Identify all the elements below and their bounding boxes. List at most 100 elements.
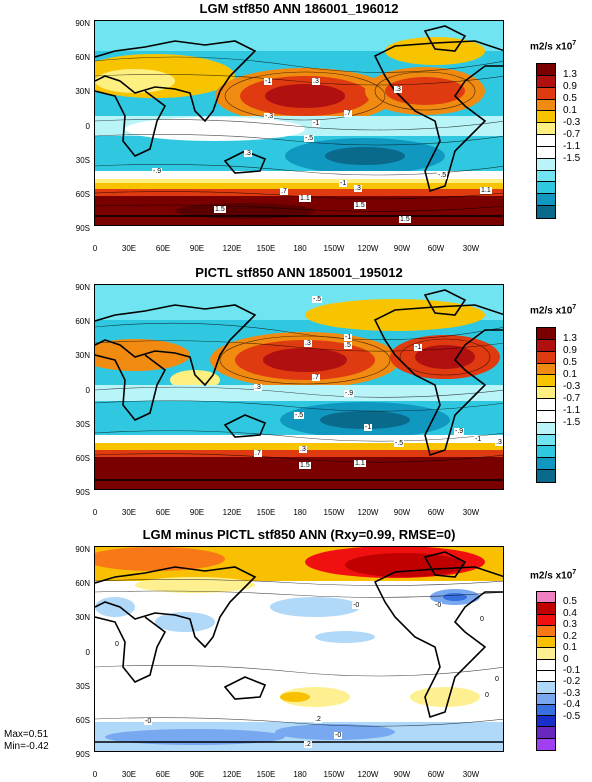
contour-label: 1.1 [299,195,311,202]
lat-label: 90N [75,545,90,554]
lat-label: 0 [85,386,90,395]
lon-label: 150W [323,770,345,779]
colorbar-label: -1.1 [563,405,581,416]
colorbar-label: -0.4 [563,699,581,711]
lon-label: 120E [222,770,242,779]
lon-label: 90E [189,508,205,517]
colorbar-box [537,351,555,364]
contour-label: -1 [474,436,483,443]
lon-label: 60E [155,244,171,253]
colorbar-label: 0.2 [563,630,577,642]
colorbar-label: -0.1 [563,665,581,676]
panel-title: LGM stf850 ANN 186001_196012 [199,1,399,16]
colorbar-box [537,470,555,482]
contour-label: .7 [254,450,262,457]
colorbar-label: 0.5 [563,596,577,608]
colorbar-label: 0.5 [563,357,577,368]
panel-title: PICTL stf850 ANN 185001_195012 [195,265,403,280]
contour-label: .5 [344,342,352,349]
lon-label: 120W [357,244,379,253]
colorbar-box [537,738,555,750]
contour-label: .3 [299,446,307,453]
contour-label: 1.1 [480,187,492,194]
contour-label: -.5 [312,296,323,303]
colorbar-box [537,648,555,660]
contour-label: 1.5 [399,216,411,223]
lat-label: 30N [75,87,90,96]
lat-label: 30N [75,351,90,360]
colorbar-label: -0.2 [563,676,581,688]
lon-label: 0 [92,770,98,779]
colorbar-box [537,670,555,683]
colorbar-label: 1.3 [563,69,577,80]
contour-label: .2 [304,741,312,748]
colorbar-label: 0.1 [563,642,577,654]
colorbar-box [537,614,555,626]
lon-label: 90E [189,770,205,779]
contour-label: 0 [484,692,490,699]
lon-label: 60E [155,508,171,517]
contour-label: -1 [414,344,423,351]
contour-label: 0 [114,641,120,648]
contour-label: 1.5 [354,202,366,209]
contour-label: .3 [394,86,402,93]
colorbar-box [537,410,555,423]
lat-label: 30N [75,613,90,622]
colorbar-label: -0.3 [563,381,581,392]
contour-label: .3 [244,150,252,157]
lon-label: 30E [121,244,137,253]
colorbar-box [537,375,555,388]
colorbar-box [537,682,555,694]
contour-label: .3 [304,340,312,347]
colorbar-label: 0.1 [563,369,577,380]
contour-label: 1.1 [354,460,366,467]
contour-label: -0 [334,732,343,739]
colorbar-box [537,434,555,447]
colorbar-title: m2/s x107 [530,40,590,52]
lon-label: 120E [222,508,242,517]
lat-label: 60N [75,53,90,62]
contour-label: -.5 [294,412,305,419]
colorbar-label: 1.3 [563,333,577,344]
colorbar-label: -0.5 [563,710,581,722]
colorbar [536,591,556,751]
colorbar-label: -0.7 [563,129,581,140]
colorbar-box [537,182,555,195]
contour-label: -.9 [344,390,355,397]
contour-label: -.3 [264,113,275,120]
colorbar-box [537,727,555,739]
contour-label: .3 [354,185,362,192]
colorbar-box [537,625,555,638]
lat-label: 0 [85,122,90,131]
lon-label: 150W [323,508,345,517]
colorbar-box [537,659,555,671]
contour-label: -.5 [437,172,448,179]
contour-label: 0 [479,616,485,623]
contour-map [95,547,503,751]
lon-label: 180 [293,508,307,517]
lon-label: 60W [427,244,445,253]
contour-label: 1.5 [299,462,311,469]
colorbar-label: -0.3 [563,117,581,128]
colorbar-title: m2/s x107 [530,569,590,581]
colorbar-exponent: 7 [572,40,577,47]
colorbar-box [537,64,555,76]
lon-label: 60W [427,770,445,779]
colorbar-label: -1.1 [563,141,581,152]
colorbar-box [537,387,555,400]
contour-label: -1 [312,120,321,127]
contour-label: .7 [312,374,320,381]
colorbar-box [537,716,555,728]
colorbar-label: 0.9 [563,81,577,92]
lon-label: 90W [393,770,411,779]
contour-label: 1.5 [214,206,226,213]
lon-label: 90W [393,508,411,517]
colorbar-label: -0.3 [563,687,581,699]
colorbar-unit: m2/s x10 [530,305,573,317]
lat-label: 30S [75,420,90,429]
contour-label: 0 [494,676,500,683]
contour-label: .7 [280,188,288,195]
colorbar-box [537,158,555,171]
lat-label: 60N [75,579,90,588]
contour-label: -.5 [304,135,315,142]
